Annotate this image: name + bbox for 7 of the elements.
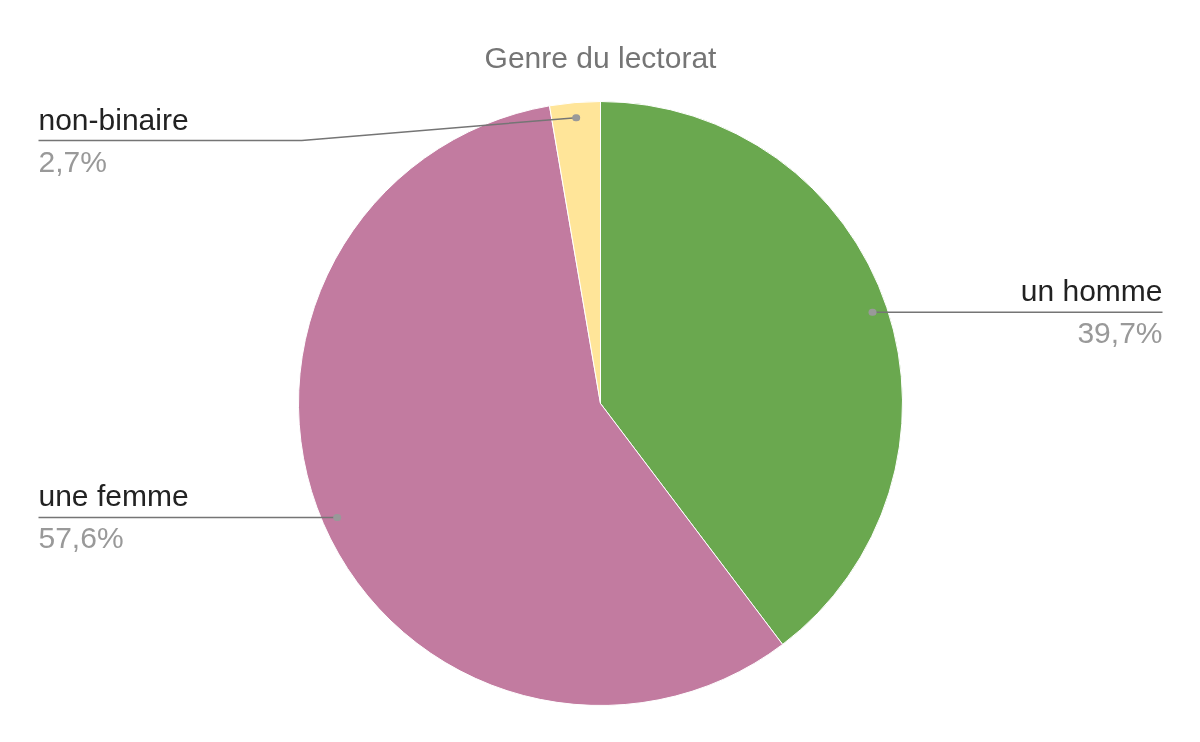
slice-label: un homme [1020, 274, 1163, 308]
slice-label: une femme [38, 479, 189, 513]
data-label: 57,6% [38, 521, 124, 555]
data-label: 2,7% [38, 144, 107, 178]
slice-label: non-binaire [38, 102, 189, 136]
chart-title: Genre du lectorat [484, 41, 718, 74]
data-label: 39,7% [1077, 316, 1163, 350]
